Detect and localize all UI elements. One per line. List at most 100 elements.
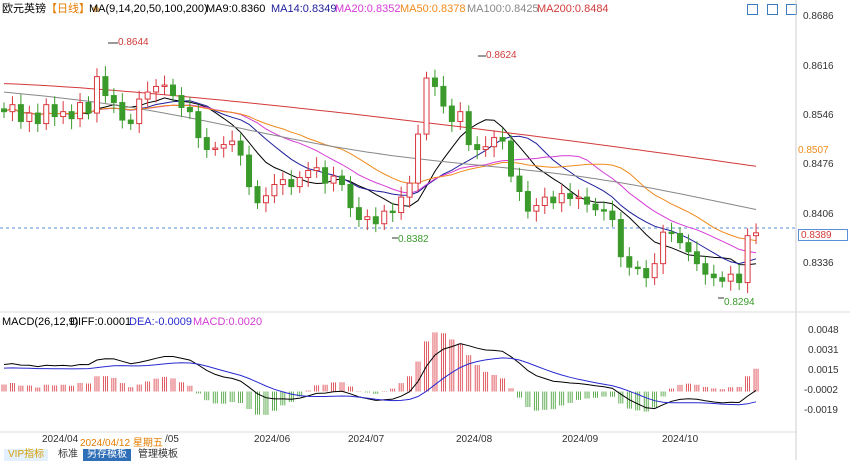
price-tick: 0.8616	[803, 61, 834, 72]
macd-tick: -0.0002	[804, 385, 838, 396]
chevron-down-icon[interactable]: ⊕	[92, 4, 100, 14]
candle	[305, 170, 312, 179]
candle	[465, 111, 472, 146]
candle	[339, 175, 345, 186]
candle	[592, 203, 599, 211]
candle	[26, 112, 33, 122]
candle	[668, 231, 675, 235]
fullscreen-icon[interactable]	[767, 4, 778, 15]
ma200-value: MA200:0.8484	[537, 3, 609, 15]
price-tick: 0.8476	[803, 159, 834, 170]
candle	[161, 84, 168, 87]
candle	[60, 111, 67, 118]
candle	[626, 256, 633, 268]
date-tick: 2024/08	[456, 434, 493, 445]
candle	[744, 235, 751, 284]
candle	[271, 184, 278, 197]
ma200-line	[3, 83, 757, 167]
candle	[262, 195, 269, 204]
date-tick: 2024/04	[42, 434, 79, 445]
candle	[567, 193, 574, 200]
macd-bars	[1, 332, 759, 415]
candle	[533, 205, 540, 212]
ma20-line	[3, 104, 757, 254]
candle	[85, 102, 92, 114]
candle	[541, 196, 548, 207]
price-tick: 0.8546	[803, 110, 834, 121]
candle	[347, 184, 354, 209]
candle	[643, 268, 650, 279]
candle	[127, 119, 134, 125]
candle	[186, 106, 193, 113]
tab-manage-templates[interactable]: 管理模板	[138, 449, 178, 460]
candle	[415, 133, 422, 184]
tab-save-template[interactable]: 另存模板	[83, 449, 131, 461]
symbol-name: 欧元英镑	[2, 3, 46, 15]
candle	[246, 154, 253, 188]
candle	[279, 179, 286, 186]
candle	[364, 216, 371, 221]
ma100-line	[3, 91, 757, 210]
candle	[68, 111, 75, 120]
ma50-value: MA50:0.8378	[400, 3, 466, 15]
candle	[575, 196, 582, 200]
candle	[440, 85, 447, 107]
candle	[524, 191, 531, 212]
candle	[220, 144, 227, 149]
annotation-low-1: 0.8382	[398, 234, 429, 245]
annotation-high-2: 0.8624	[486, 50, 517, 61]
macd-value: MACD:0.0020	[193, 316, 263, 328]
grid-icon[interactable]	[747, 4, 758, 15]
candle	[254, 186, 261, 204]
ma50-line	[3, 104, 757, 242]
date-tick: 2024/09	[562, 434, 599, 445]
macd-lines	[3, 343, 757, 410]
period-button[interactable]: 【日线】	[46, 3, 90, 15]
markers	[108, 42, 724, 299]
tab-standard[interactable]: 标准	[58, 449, 78, 460]
candle	[355, 207, 362, 221]
ma-params: MA(9,14,20,50,100,200)	[89, 3, 208, 15]
diff-line	[3, 343, 757, 410]
candle	[195, 111, 202, 139]
candle	[170, 84, 176, 97]
candle	[212, 147, 219, 150]
candle	[17, 104, 24, 122]
candle	[153, 85, 160, 93]
macd-params: MACD(26,12,9)	[2, 316, 79, 328]
candle	[77, 102, 84, 120]
date-tick: 2024/07	[348, 434, 385, 445]
candle	[491, 137, 498, 148]
candle	[457, 111, 464, 122]
candle	[110, 95, 117, 104]
candle	[93, 76, 100, 114]
candle	[736, 273, 743, 284]
price-tick: 0.8336	[803, 258, 834, 269]
candle	[288, 179, 295, 188]
candle	[144, 91, 151, 100]
tab-vip-indicators[interactable]: VIP指标	[4, 449, 49, 461]
candle	[296, 177, 303, 188]
date-tick: 2024/06	[254, 434, 291, 445]
candle	[406, 182, 413, 198]
candle	[660, 231, 667, 265]
price-tick: 0.8406	[803, 209, 834, 220]
candle	[753, 232, 760, 237]
candle	[499, 137, 506, 142]
candle	[550, 196, 557, 204]
candle	[482, 146, 489, 150]
candle	[508, 140, 514, 177]
candle	[34, 112, 41, 125]
ma20-value: MA20:0.8352	[335, 3, 401, 15]
macd-diff: DIFF:0.0001	[70, 316, 132, 328]
candle	[685, 242, 692, 253]
candle	[398, 196, 405, 214]
candle	[330, 175, 337, 184]
ma200-price-tag: 0.8507	[798, 145, 829, 156]
candles	[1, 66, 760, 294]
annotation-high-1: 0.8644	[118, 37, 149, 48]
candle	[203, 137, 210, 150]
candle	[136, 98, 143, 125]
candle	[178, 95, 185, 108]
